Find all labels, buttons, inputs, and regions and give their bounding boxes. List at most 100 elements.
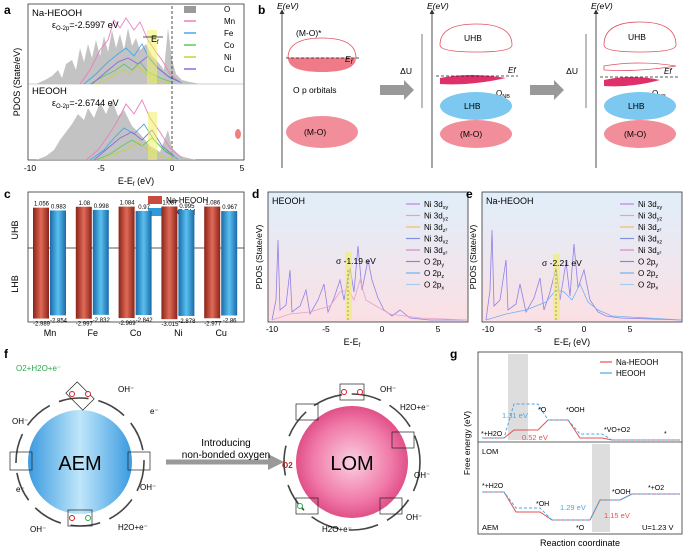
legend-swatch-na-heooh	[148, 196, 162, 204]
aem-o2-h2o: O2+H2O+e⁻	[16, 364, 61, 373]
panel-e-sigma: σ -2.21 eV	[542, 258, 582, 268]
b-mo-star-fill	[288, 58, 356, 72]
c-bar-lhb-co-0	[118, 248, 135, 319]
aem-label: AEM	[58, 453, 101, 475]
g-aem-heooh-value: 1.29 eV	[560, 503, 586, 512]
panel-e-frame	[481, 191, 683, 323]
c-bar-uhb-cu-1	[221, 211, 238, 248]
g-aem-state-2: *O	[576, 525, 585, 532]
bottom-peak-marker	[235, 129, 241, 139]
c-label-uhb: 1.086	[205, 201, 221, 207]
bottom-mn-line	[85, 99, 183, 161]
panel-e-xtick-0: -10	[482, 324, 495, 334]
lom-oct-bottomright	[379, 497, 403, 515]
lom-oct-topleft	[295, 403, 319, 421]
bottom-highlight-band	[148, 112, 157, 160]
g-ylabel: Free energy (eV)	[462, 411, 472, 475]
aem-e-1: e⁻	[150, 407, 159, 416]
lom-oh-1: OH⁻	[380, 385, 396, 394]
b-mo-ellipse-3	[604, 120, 676, 148]
panel-a-xlabel: E-Ef (eV)	[118, 176, 154, 188]
b-mo-label-1: (M-O)	[304, 127, 326, 137]
f-arrow-text-1: Introducing	[201, 438, 250, 449]
b-delta-u-3: ΔU	[566, 66, 578, 76]
g-aem-tag: AEM	[482, 523, 498, 532]
aem-e-2: e⁻	[16, 485, 25, 494]
f-transition-arrow-head	[268, 454, 284, 470]
c-label-lhb: -2.977	[204, 321, 222, 327]
panel-a-ylabel: PDOS (State/eV)	[12, 48, 22, 117]
g-lom-state-1: *O	[538, 407, 547, 414]
c-label-uhb: 0.983	[51, 204, 67, 210]
panel-label-b: b	[258, 3, 265, 17]
b-mo-ellipse-1	[286, 116, 358, 148]
g-lom-heooh-line	[482, 403, 680, 441]
legend-label: Ni 3dyz	[424, 212, 448, 223]
legend-label: Ni 3dx²	[424, 246, 447, 257]
d-highlight-band	[345, 252, 352, 320]
c-label-lhb: -2.832	[93, 318, 111, 324]
c-bar-lhb-fe-0	[75, 248, 92, 319]
c-bar-uhb-mn-0	[33, 207, 49, 248]
c-label-uhb: 1.084	[120, 201, 136, 207]
g-lom-shade	[508, 354, 528, 440]
g-lom-state-2: *OOH	[566, 407, 585, 414]
c-bar-uhb-co-1	[135, 210, 152, 248]
b-uhb-shape-3	[603, 21, 677, 53]
legend-label-g-heooh: HEOOH	[616, 369, 646, 378]
top-cu-line	[91, 55, 181, 85]
g-aem-na-value: 1.15 eV	[604, 511, 630, 520]
panel-label-a: a	[4, 3, 11, 17]
lom-sphere	[296, 406, 408, 518]
c-bar-uhb-ni-1	[178, 210, 195, 248]
panel-d-xtick-2: 0	[380, 324, 385, 334]
b-mo-ellipse-2	[440, 120, 512, 148]
panel-b: b E(eV) (M-O)* Ef O p orbitals (M-O) E(e…	[258, 1, 680, 168]
panel-label-g: g	[450, 347, 457, 361]
aem-o-atom	[85, 515, 91, 521]
panel-e-xtick-3: 5	[628, 324, 633, 334]
panel-d-sigma: σ -1.19 eV	[336, 256, 376, 266]
c-label-lhb: -2.997	[76, 322, 94, 328]
c-label-lhb: -2.854	[50, 318, 68, 324]
b-onb-label-2: ONB	[496, 89, 510, 100]
aem-octahedra	[9, 381, 151, 527]
panel-a: a Na-HEOOH εO-2p=-2.5997 eV Ef HEOOH εO-…	[4, 3, 245, 188]
g-aem-state-0: *+H2O	[482, 483, 504, 490]
legend-label-mn: Mn	[224, 17, 235, 26]
aem-oh-4: OH⁻	[30, 525, 46, 534]
c-label-uhb: 1.056	[34, 202, 50, 208]
b-axis-label-3: E(eV)	[591, 1, 613, 11]
aem-o-atom	[69, 391, 75, 397]
g-lom-heooh-value: 1.31 eV	[502, 411, 528, 420]
legend-label: Ni 3dxz	[638, 235, 662, 246]
panel-e-xlabel: E-Ef (eV)	[554, 337, 590, 349]
b-onb-2	[440, 75, 506, 85]
panel-c-lhb-label: LHB	[10, 275, 20, 293]
lom-oct-bottomleft	[295, 497, 319, 515]
c-bar-lhb-cu-1	[221, 248, 238, 316]
legend-label: O 2pz	[638, 269, 658, 280]
b-onb-3	[604, 77, 660, 87]
g-aem-heooh-line	[482, 491, 680, 521]
b-lhb-label-2: LHB	[464, 101, 481, 111]
c-label-uhb: 0.97	[138, 205, 150, 211]
b-lhb-ellipse-3	[604, 92, 676, 120]
legend-label: O 2py	[638, 258, 658, 269]
legend-label-na-heooh: Na-HEOOH	[166, 196, 208, 205]
panel-d-xtick-0: -10	[266, 324, 279, 334]
legend-label: Ni 3dxz	[424, 235, 448, 246]
panel-d-title: HEOOH	[272, 196, 305, 206]
lom-oh-3: OH⁻	[406, 513, 422, 522]
aem-oct-bottom	[67, 509, 93, 527]
legend-label: O 2px	[424, 281, 444, 292]
panel-label-c: c	[4, 187, 11, 201]
c-label-lhb: -2.969	[119, 321, 137, 327]
b-mo-star-shape	[287, 37, 357, 59]
e-ni-line	[485, 283, 683, 321]
b-mo-star-label: (M-O)*	[296, 28, 322, 38]
b-lhb-label-3: LHB	[628, 101, 645, 111]
